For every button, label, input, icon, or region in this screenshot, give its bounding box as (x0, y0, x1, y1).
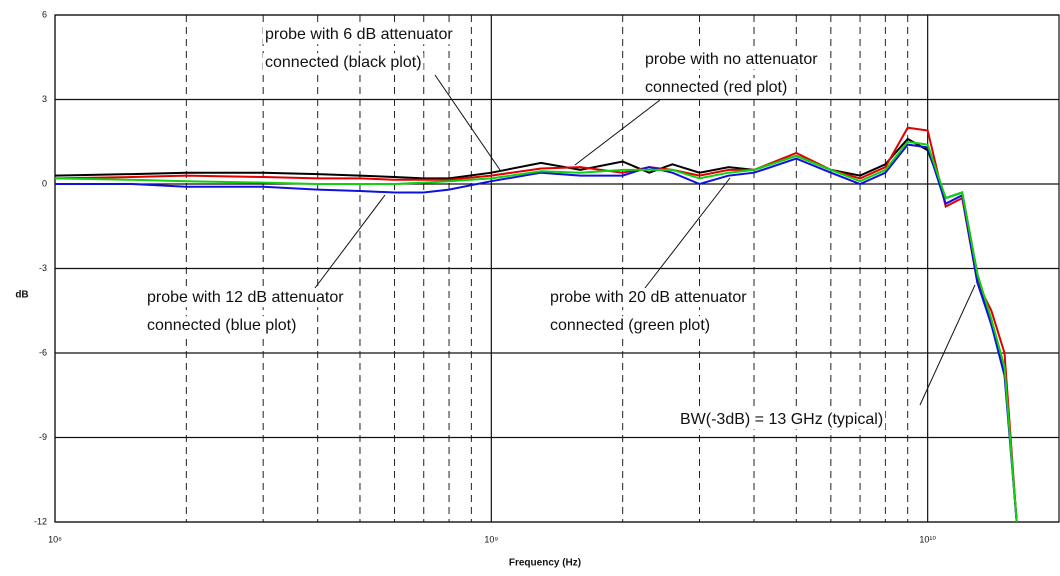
annotation: probe with 12 dB attenuator connected (bl… (145, 288, 347, 336)
annotation-text: probe with 6 dB attenuator (265, 26, 453, 43)
leader-line (434, 74, 501, 171)
y-tick-label: -9 (39, 432, 47, 442)
x-axis-label: Frequency (Hz) (509, 558, 581, 569)
series-line (55, 143, 1018, 523)
annotation-text: connected (blue plot) (147, 317, 296, 334)
y-tick-label: -12 (34, 516, 47, 526)
annotation-bg (643, 50, 821, 70)
annotation-bg (145, 316, 299, 336)
x-tick-label: 10¹⁰ (919, 534, 936, 544)
y-axis-label: dB (15, 290, 28, 301)
x-tick-label: 10⁹ (484, 534, 498, 544)
plot-frame (54, 14, 1060, 523)
y-tick-label: -6 (39, 347, 47, 357)
y-tick-label: 0 (42, 178, 47, 188)
annotation-bg (643, 78, 790, 98)
y-tick-label: 3 (42, 94, 47, 104)
annotation: probe with 6 dB attenuator connected (bla… (263, 25, 456, 73)
annotation-text: connected (red plot) (645, 79, 787, 96)
annotation-text: connected (green plot) (550, 317, 710, 334)
annotation-bg (548, 288, 750, 308)
series-line (54, 126, 1018, 523)
annotation-bg (263, 53, 424, 73)
y-tick-label: 6 (42, 9, 47, 19)
x-tick-label: 10⁸ (48, 534, 62, 544)
annotation-bg (263, 25, 456, 45)
y-tick-label: -3 (39, 263, 47, 273)
annotation: probe with no attenuator connected (red p… (643, 50, 821, 98)
series-line (54, 140, 1018, 523)
annotation-text: connected (black plot) (265, 54, 422, 71)
annotation-bg (548, 316, 713, 336)
leader-line (574, 99, 661, 166)
annotation-text: BW(-3dB) = 13 GHz (typical) (680, 411, 883, 428)
annotation-text: probe with 20 dB attenuator (550, 289, 747, 306)
annotation-text: probe with 12 dB attenuator (147, 289, 344, 306)
leader-line (314, 194, 386, 289)
leader-line (644, 177, 731, 289)
annotation: BW(-3dB) = 13 GHz (typical) (678, 410, 886, 430)
annotation: probe with 20 dB attenuator connected (gr… (548, 288, 750, 336)
annotation-bg (145, 288, 347, 308)
grid (54, 14, 1059, 523)
annotation-bg (678, 410, 886, 430)
annotation-text: probe with no attenuator (645, 51, 818, 68)
leader-line (919, 284, 976, 406)
